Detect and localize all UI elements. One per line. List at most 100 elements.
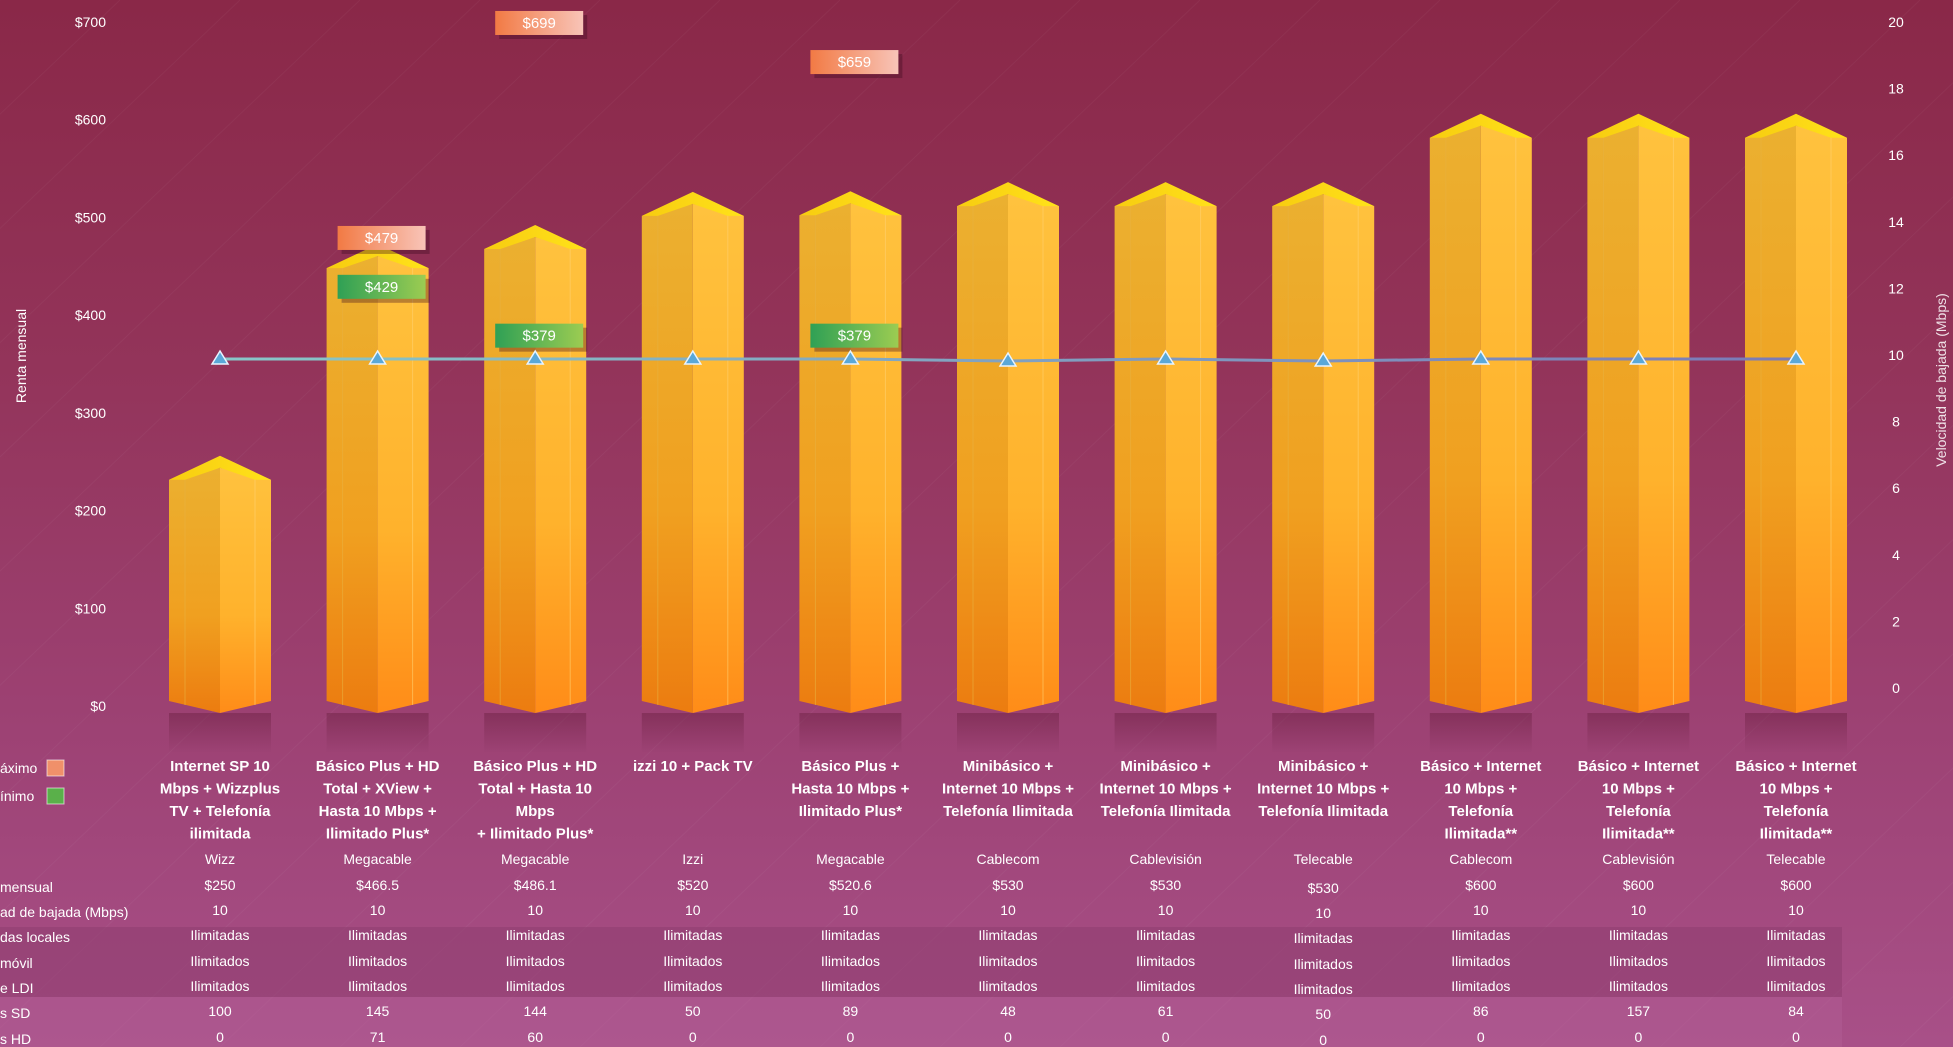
speed-marker xyxy=(210,349,230,365)
category-label: izzi 10 + Pack TV xyxy=(633,758,753,775)
table-cell: Ilimitados xyxy=(978,953,1037,969)
table-cell: 10 xyxy=(527,902,543,918)
bar-reflection xyxy=(799,713,902,753)
category-label-line: Ilimitado Plus* xyxy=(326,826,430,843)
speed-marker xyxy=(525,349,545,365)
speed-marker xyxy=(368,349,387,365)
category-labels: Internet SP 10 Mbps + Wizzplus TV + Telefo… xyxy=(160,758,1857,843)
table-cell: Ilimitados xyxy=(821,978,880,994)
table-cell: $600 xyxy=(1623,877,1654,893)
bg-stripe xyxy=(0,0,601,572)
category-label: Básico Plus + Hasta 10 Mbps + Ilimitado Pl… xyxy=(791,758,909,820)
table-cell: Ilimitados xyxy=(1136,953,1195,969)
bar-reflection xyxy=(484,713,587,753)
tag-box xyxy=(810,323,899,348)
legend-label: ínimo xyxy=(0,788,34,804)
category-label-line: 10 Mbps + xyxy=(1760,781,1833,798)
category-label-line: Internet 10 Mbps + xyxy=(1257,781,1389,798)
bg-stripe xyxy=(0,0,361,344)
category-label-line: Minibásico + xyxy=(1278,758,1369,775)
category-label-line: Telefonía xyxy=(1606,803,1671,820)
bar-top xyxy=(957,182,1059,207)
bar-face-left xyxy=(169,467,220,713)
bar xyxy=(484,225,587,753)
bar-top xyxy=(1745,113,1847,138)
bar-top xyxy=(799,191,902,216)
bar xyxy=(1272,182,1375,753)
left-tick-label: $500 xyxy=(75,209,106,225)
category-label-line: Hasta 10 Mbps + xyxy=(791,781,909,798)
bar-top xyxy=(1429,113,1532,138)
table-cell: Ilimitados xyxy=(1451,978,1510,994)
speed-marker xyxy=(1629,349,1648,365)
bg-stripe xyxy=(1419,538,1953,1047)
right-tick-label: 20 xyxy=(1888,14,1904,30)
category-label: Básico + Internet 10 Mbps + Telefonía Ilimi… xyxy=(1578,758,1699,843)
table-cell: 71 xyxy=(370,1029,386,1045)
table-cell: 10 xyxy=(1000,902,1016,918)
table-cell: Ilimitadas xyxy=(1294,930,1353,946)
table-row-label: ad de bajada (Mbps) xyxy=(0,904,128,920)
bg-stripe xyxy=(1539,653,1953,1047)
speed-marker xyxy=(998,351,1018,367)
category-label: Básico Plus + HD Total + XView + Hasta 10 … xyxy=(316,758,440,843)
table-cell: 10 xyxy=(370,902,386,918)
table-cell: 0 xyxy=(216,1029,224,1045)
category-label-line: Ilimitada** xyxy=(1602,826,1675,843)
category-label: Minibásico + Internet 10 Mbps + Telefonía … xyxy=(1257,758,1389,820)
right-tick-label: 8 xyxy=(1892,414,1900,430)
bar-face-right xyxy=(535,237,587,713)
category-label-line: Telefonía xyxy=(1764,803,1829,820)
table-cell: 10 xyxy=(685,902,701,918)
table-cell: Ilimitadas xyxy=(1766,927,1825,943)
table-cell: $530 xyxy=(1150,877,1181,893)
table-cell: Ilimitadas xyxy=(506,927,565,943)
table-cell: 0 xyxy=(1004,1029,1012,1045)
bar xyxy=(326,244,429,753)
category-label-line: Minibásico + xyxy=(963,758,1054,775)
right-tick-label: 18 xyxy=(1888,81,1904,97)
bg-stripe xyxy=(1659,767,1953,1047)
right-tick-label: 2 xyxy=(1892,613,1900,629)
table-cell: Ilimitados xyxy=(1609,978,1668,994)
bar-reflection xyxy=(1587,713,1690,753)
category-label-line: Internet 10 Mbps + xyxy=(942,781,1074,798)
tag-label: $479 xyxy=(365,230,398,247)
bar-reflection xyxy=(326,713,429,753)
table-cell: 157 xyxy=(1627,1003,1651,1019)
tag-box xyxy=(495,323,584,348)
bar-face-left xyxy=(799,203,851,713)
left-axis-title: Renta mensual xyxy=(13,309,29,403)
tag-label: $699 xyxy=(523,15,556,32)
table-cell: 10 xyxy=(1631,902,1647,918)
table-cell: Ilimitados xyxy=(1294,956,1353,972)
max-price-tag: $659 xyxy=(810,50,903,79)
right-tick-label: 16 xyxy=(1888,147,1904,163)
table-cell: Ilimitados xyxy=(663,978,722,994)
right-axis-title: Velocidad de bajada (Mbps) xyxy=(1933,293,1949,467)
speed-line-layer xyxy=(210,349,1806,367)
max-price-tag: $479 xyxy=(337,225,430,254)
bar-top xyxy=(641,191,744,216)
table-row-label: mensual xyxy=(0,879,53,895)
table-cell: Ilimitadas xyxy=(348,927,407,943)
table-cell: 50 xyxy=(1315,1006,1331,1022)
tag-label: $379 xyxy=(838,328,871,345)
min-price-tag: $429 xyxy=(337,274,430,303)
category-label-line: Ilimitada** xyxy=(1445,826,1518,843)
category-label-line: Total + Hasta 10 xyxy=(478,781,592,798)
category-label-line: Total + XView + xyxy=(323,781,432,798)
left-axis: $0 $100 $200 $300 $400 $500 $600 $700 xyxy=(75,14,106,714)
speed-marker xyxy=(1786,349,1806,365)
table-cell: Ilimitados xyxy=(1766,953,1825,969)
category-label-line: Básico + Internet xyxy=(1578,758,1699,775)
bar xyxy=(799,191,902,753)
bar-face-left xyxy=(1114,194,1166,714)
comparison-table: mensual ad de bajada (Mbps) das locales móv… xyxy=(0,851,1826,1047)
category-label-line: Telefonía Ilimitada xyxy=(943,803,1073,820)
bar xyxy=(1429,113,1532,753)
bar-face-left xyxy=(1745,125,1796,713)
table-cell: Ilimitados xyxy=(1136,978,1195,994)
table-cell: Ilimitadas xyxy=(821,927,880,943)
tag-label: $659 xyxy=(838,54,871,71)
